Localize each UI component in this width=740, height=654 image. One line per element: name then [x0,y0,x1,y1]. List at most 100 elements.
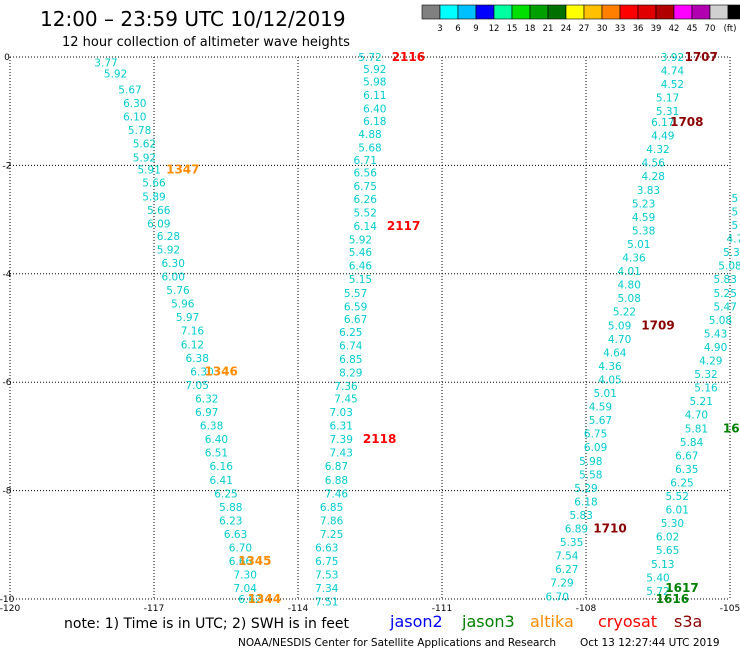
wave-height-value: 6.02 [656,532,679,544]
pass-time-label: 2118 [363,432,396,446]
pass-time-label: 1344 [248,592,281,606]
wave-height-value: 7.03 [330,407,353,419]
wave-height-value: 4.56 [642,158,666,170]
wave-height-value: 6.56 [354,167,378,179]
wave-height-value: 5.46 [349,247,373,259]
colorbar-swatch [421,4,441,20]
series-altika: 3.775.925.676.306.105.785.625.925.915.66… [94,57,281,606]
wave-height-value: 6.66 [229,556,253,568]
colorbar-swatch [457,4,477,20]
wave-height-value: 6.09 [584,442,607,454]
wave-height-value: 6.75 [584,429,607,441]
legend-entry-s3a: s3a [674,612,702,631]
wave-height-value: 6.18 [574,496,597,508]
pass-time-label: 2116 [392,50,425,64]
y-tick-label: -6 [3,378,12,388]
wave-height-value: 6.27 [555,564,578,576]
wave-height-value: 5.43 [704,328,727,340]
wave-height-value: 6.97 [195,407,218,419]
wave-height-value: 4.59 [589,402,612,414]
wave-height-value: 5.92 [363,64,386,76]
wave-height-value: 5.31 [656,106,679,118]
wave-height-value: 6.63 [315,543,338,555]
wave-height-value: 5.01 [627,239,650,251]
wave-height-value: 5.96 [171,299,195,311]
footer-credit: NOAA/NESDIS Center for Satellite Applica… [238,637,556,649]
x-tick-label: -105 [720,604,740,614]
wave-height-value: 6.88 [325,475,348,487]
colorbar-swatch [709,4,729,20]
wave-height-value: 4.90 [704,342,727,354]
wave-height-value: 6.38 [186,353,209,365]
chart-grid [9,56,731,600]
wave-height-value: 6.70 [229,543,252,555]
satellite-legend: jason2 jason3 altika cryosat s3a [389,612,702,631]
wave-height-value: 5.17 [656,93,679,105]
wave-height-value: 5.21 [690,396,713,408]
footer-timestamp: Oct 13 12:27:44 UTC 2019 [580,637,720,649]
wave-height-value: 6.85 [339,354,362,366]
colorbar-label: 39 [651,24,662,34]
wave-height-value: 5.08 [709,315,732,327]
wave-height-value: 6.16 [210,461,234,473]
wave-height-value: 5.47 [714,301,737,313]
pass-time-label: 1708 [670,115,703,129]
wave-height-value: 5.83 [714,274,737,286]
wave-height-value: 5.30 [661,518,684,530]
pass-time-label: 1616 [656,592,689,606]
wave-height-value: 5.09 [608,320,631,332]
wave-height-value: 7.16 [181,326,205,338]
x-tick-label: -108 [576,604,597,614]
colorbar-label: 21 [543,24,554,34]
wave-height-value: 6.17 [651,117,674,129]
wave-height-value: 5 [731,206,738,218]
wave-height-value: 7.54 [555,551,579,563]
y-tick-label: -8 [3,487,12,497]
chart-title: 12:00 – 23:59 UTC 10/12/2019 [40,7,346,31]
wave-height-value: 6.01 [666,505,689,517]
legend-entry-cryosat: cryosat [598,612,657,631]
wave-height-value: 4.05 [598,374,621,386]
colorbar-swatch [601,4,621,20]
wave-height-value: 5.29 [574,483,597,495]
colorbar-label: 42 [669,24,680,34]
colorbar-swatch [727,4,740,20]
wave-height-value: 5.68 [358,143,381,155]
wave-height-value: 5.97 [176,312,199,324]
wave-height-value: 6.75 [315,556,338,568]
wave-height-value: 6.74 [339,340,363,352]
colorbar-label: 70 [705,24,716,34]
colorbar-label: 24 [561,24,572,34]
wave-height-value: 6.40 [363,103,386,115]
wave-height-value: 5.98 [363,76,386,88]
wave-height-value: 6.32 [195,393,218,405]
wave-height-value: 6.09 [147,218,170,230]
wave-height-value: 5.16 [694,383,718,395]
wave-height-value: 6.25 [670,477,693,489]
wave-height-value: 6.71 [354,155,377,167]
wave-height-value: 5.92 [104,68,127,80]
pass-time-label: 2117 [387,219,420,233]
wave-height-value: 4.01 [618,266,641,278]
wave-height-value: 7.53 [315,570,338,582]
series-jason3: 5554.75.315.085.835.255.475.085.434.904.… [646,193,740,606]
colorbar-swatch [529,4,549,20]
wave-height-value: 7.29 [550,578,573,590]
wave-height-value: 7.36 [334,381,358,393]
wave-height-value: 6.23 [219,515,242,527]
y-tick-label: -4 [3,270,12,280]
wave-height-value: 6.28 [157,231,180,243]
wave-height-value: 6.25 [339,327,362,339]
wave-height-value: 5.66 [142,178,166,190]
wave-height-value: 7.30 [234,570,257,582]
wave-height-value: 7.39 [330,434,353,446]
wave-height-value: 5.35 [560,537,583,549]
wave-height-value: 5.13 [651,559,674,571]
wave-height-value: 6.10 [123,112,146,124]
x-tick-label: -117 [144,604,164,614]
wave-height-value: 7.25 [320,529,343,541]
wave-height-value: 6.30 [123,98,146,110]
wave-height-value: 4.59 [632,212,655,224]
wave-height-value: 6.67 [344,314,367,326]
wave-height-value: 6.31 [330,421,353,433]
